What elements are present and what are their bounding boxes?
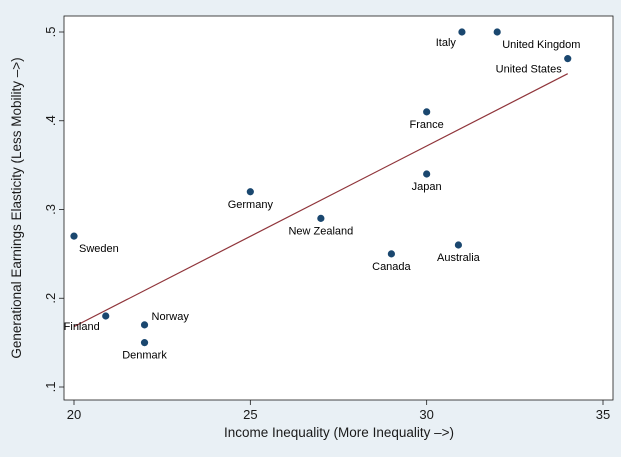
point-label: Finland [64,321,100,333]
data-point [423,108,431,116]
data-point [70,232,78,240]
data-point [102,312,110,320]
point-label: Norway [152,311,190,323]
fit-line-layer [73,73,569,328]
x-tick-label: 30 [419,407,433,422]
x-axis-title: Income Inequality (More Inequality –>) [224,425,454,440]
point-label: Denmark [122,350,167,362]
point-label: Italy [436,37,457,49]
y-tick-label: .4 [43,115,58,126]
y-axis: .1 .2 .3 .4 .5 [43,27,64,393]
point-label: Australia [437,252,481,264]
data-point [423,170,431,178]
y-tick-label: .5 [43,27,58,38]
x-tick-label: 25 [243,407,257,422]
y-tick-label: .3 [43,204,58,215]
point-label: Germany [228,199,274,211]
x-tick-label: 35 [596,407,610,422]
data-point [317,214,325,222]
y-tick-label: .1 [43,382,58,393]
data-point [140,339,149,347]
point-label: France [410,119,444,131]
data-point [140,321,149,329]
x-tick-label: 20 [67,407,81,422]
point-label: United Kingdom [502,39,580,51]
x-axis: 20 25 30 35 [67,400,610,422]
data-point [564,55,572,63]
point-label: New Zealand [288,225,353,237]
y-tick-label: .2 [43,293,58,304]
point-label: United States [496,64,563,76]
points-layer [70,28,572,347]
fit-line [73,73,569,328]
point-label: Canada [372,261,411,273]
point-label: Japan [412,181,442,193]
plot-area [63,15,614,401]
data-point [246,188,254,196]
point-label: Sweden [79,243,119,255]
labels-layer: Italy United Kingdom United States France Ja… [64,37,581,362]
data-point [387,250,395,258]
data-point [458,28,466,36]
data-point [493,28,501,36]
y-axis-title: Generational Earnings Elasticity (Less M… [9,57,24,358]
data-point [454,241,463,249]
